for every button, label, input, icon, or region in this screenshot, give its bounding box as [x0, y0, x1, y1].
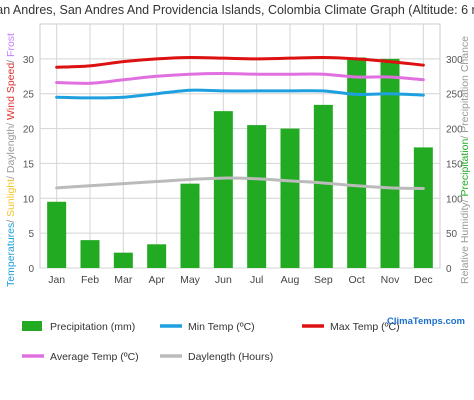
x-tick-label: Oct	[348, 274, 364, 286]
legend-swatch-bar	[22, 321, 42, 331]
max-temp-c-line	[55, 55, 425, 69]
y-left-tick-label: 30	[23, 55, 35, 66]
y-right-tick-label: 0	[446, 264, 452, 275]
x-tick-label: Mar	[114, 274, 133, 286]
axis-label-part: Precipitation	[459, 139, 471, 197]
y-right-tick-label: 300	[446, 55, 463, 66]
y-right-tick-label: 100	[446, 194, 463, 205]
precipitation-bar	[247, 125, 267, 268]
y-right-tick-label: 50	[446, 229, 458, 240]
axis-label-part: Frost	[5, 33, 17, 57]
x-tick-label: Feb	[81, 274, 99, 286]
legend-item: Min Temp (ºC)	[160, 321, 255, 333]
axis-label-part: Relative Humidity/	[459, 196, 471, 284]
precipitation-bar	[47, 201, 67, 268]
precipitation-bar	[380, 58, 400, 268]
x-tick-label: Dec	[414, 274, 433, 286]
x-tick-label: Jan	[48, 274, 65, 286]
legend-label: Precipitation (mm)	[50, 321, 135, 333]
x-tick-label: May	[180, 274, 201, 286]
precipitation-bar	[113, 252, 133, 268]
precipitation-bar	[413, 147, 433, 268]
x-tick-label: Jul	[250, 274, 263, 286]
precipitation-bars	[47, 57, 433, 269]
axis-label-part: /	[5, 57, 17, 63]
y-left-tick-label: 10	[23, 194, 35, 205]
axis-label-part: / Daylength/	[5, 120, 17, 179]
precipitation-bar	[147, 244, 167, 268]
legend-item: Daylength (Hours)	[160, 351, 273, 363]
x-tick-label: Apr	[148, 274, 165, 286]
min-temp-c-line	[55, 88, 425, 100]
x-tick-label: Aug	[281, 274, 300, 286]
precipitation-bar	[213, 111, 233, 269]
legend: Precipitation (mm) Min Temp (ºC) Max Temp …	[22, 321, 400, 363]
legend-item: Precipitation (mm)	[22, 321, 135, 333]
right-axis-label: Relative Humidity/ Precipitation/ Precip…	[459, 36, 471, 284]
axis-label-part: / Precipitation Chance	[459, 36, 471, 139]
axis-label-part: Temperatures	[5, 223, 17, 287]
y-left-tick-label: 15	[23, 159, 35, 170]
left-axis-label: Temperatures/ Sunlight/ Daylength/ Wind …	[5, 33, 17, 287]
x-tick-label: Nov	[381, 274, 400, 286]
y-left-tick-label: 20	[23, 125, 35, 136]
legend-item: Max Temp (ºC)	[302, 321, 400, 333]
x-tick-label: Jun	[215, 274, 232, 286]
chart-title: San Andres, San Andres And Providencia I…	[0, 3, 474, 17]
watermark-text: ClimaTemps.com	[387, 316, 465, 327]
temperature-lines	[55, 55, 425, 191]
y-right-tick-label: 150	[446, 159, 463, 170]
axis-label-part: Wind Speed	[5, 63, 17, 120]
axis-label-part: /	[5, 217, 17, 223]
precipitation-bar	[313, 104, 333, 269]
precipitation-bar	[280, 128, 300, 268]
y-left-tick-label: 5	[28, 229, 34, 240]
y-left-tick-label: 0	[28, 264, 34, 275]
legend-label: Daylength (Hours)	[188, 351, 273, 363]
y-left-tick-label: 25	[23, 90, 35, 101]
x-tick-label: Sep	[314, 274, 333, 286]
y-right-tick-label: 200	[446, 125, 463, 136]
axis-ticks: 0 0 5 50 10 100 15 150 20 200 25 250 30 300 Jan Feb Mar A…	[23, 55, 463, 286]
precipitation-bar	[347, 57, 367, 268]
legend-item: Average Temp (ºC)	[22, 351, 139, 363]
y-right-tick-label: 250	[446, 90, 463, 101]
legend-label: Min Temp (ºC)	[188, 321, 255, 333]
average-temp-c-line	[55, 71, 425, 85]
axis-label-part: Sunlight	[5, 179, 17, 217]
legend-label: Max Temp (ºC)	[330, 321, 400, 333]
legend-label: Average Temp (ºC)	[50, 351, 139, 363]
precipitation-bar	[80, 240, 100, 268]
precipitation-bar	[180, 183, 200, 268]
daylength-hours-line	[55, 176, 425, 191]
